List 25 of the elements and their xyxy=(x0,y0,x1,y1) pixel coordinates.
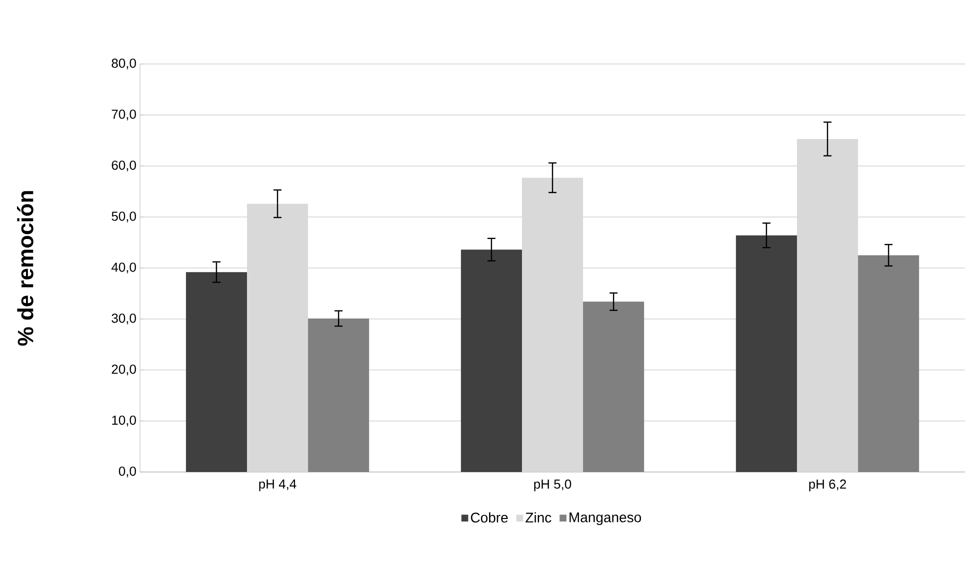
bar xyxy=(583,302,644,472)
y-tick-label: 10,0 xyxy=(112,416,136,426)
bar xyxy=(858,255,920,472)
bar xyxy=(460,250,522,472)
x-tick-label: pH 4,4 xyxy=(259,480,296,492)
bar xyxy=(246,204,308,472)
bar xyxy=(308,318,370,472)
bar xyxy=(522,178,584,472)
x-tick-label: pH 5,0 xyxy=(534,480,572,492)
legend-label: Manganeso xyxy=(570,512,642,526)
y-tick-label: 30,0 xyxy=(112,314,136,324)
y-tick-label: 20,0 xyxy=(112,364,136,376)
y-tick-label: 50,0 xyxy=(112,212,136,222)
y-tick-label: 40,0 xyxy=(111,262,136,274)
y-tick-label: 0,0 xyxy=(118,466,136,478)
y-tick-label: 60,0 xyxy=(112,160,136,172)
bar xyxy=(736,235,797,472)
bar xyxy=(796,138,858,472)
y-tick-label: 80,0 xyxy=(112,58,136,70)
legend-label: Cobre xyxy=(470,512,508,523)
y-tick-label: 70,0 xyxy=(112,110,136,120)
y-axis-title: % de remoción xyxy=(17,191,34,346)
x-tick-label: pH 6,2 xyxy=(809,480,846,492)
legend-label: Zinc xyxy=(526,512,552,523)
bar xyxy=(186,272,247,472)
